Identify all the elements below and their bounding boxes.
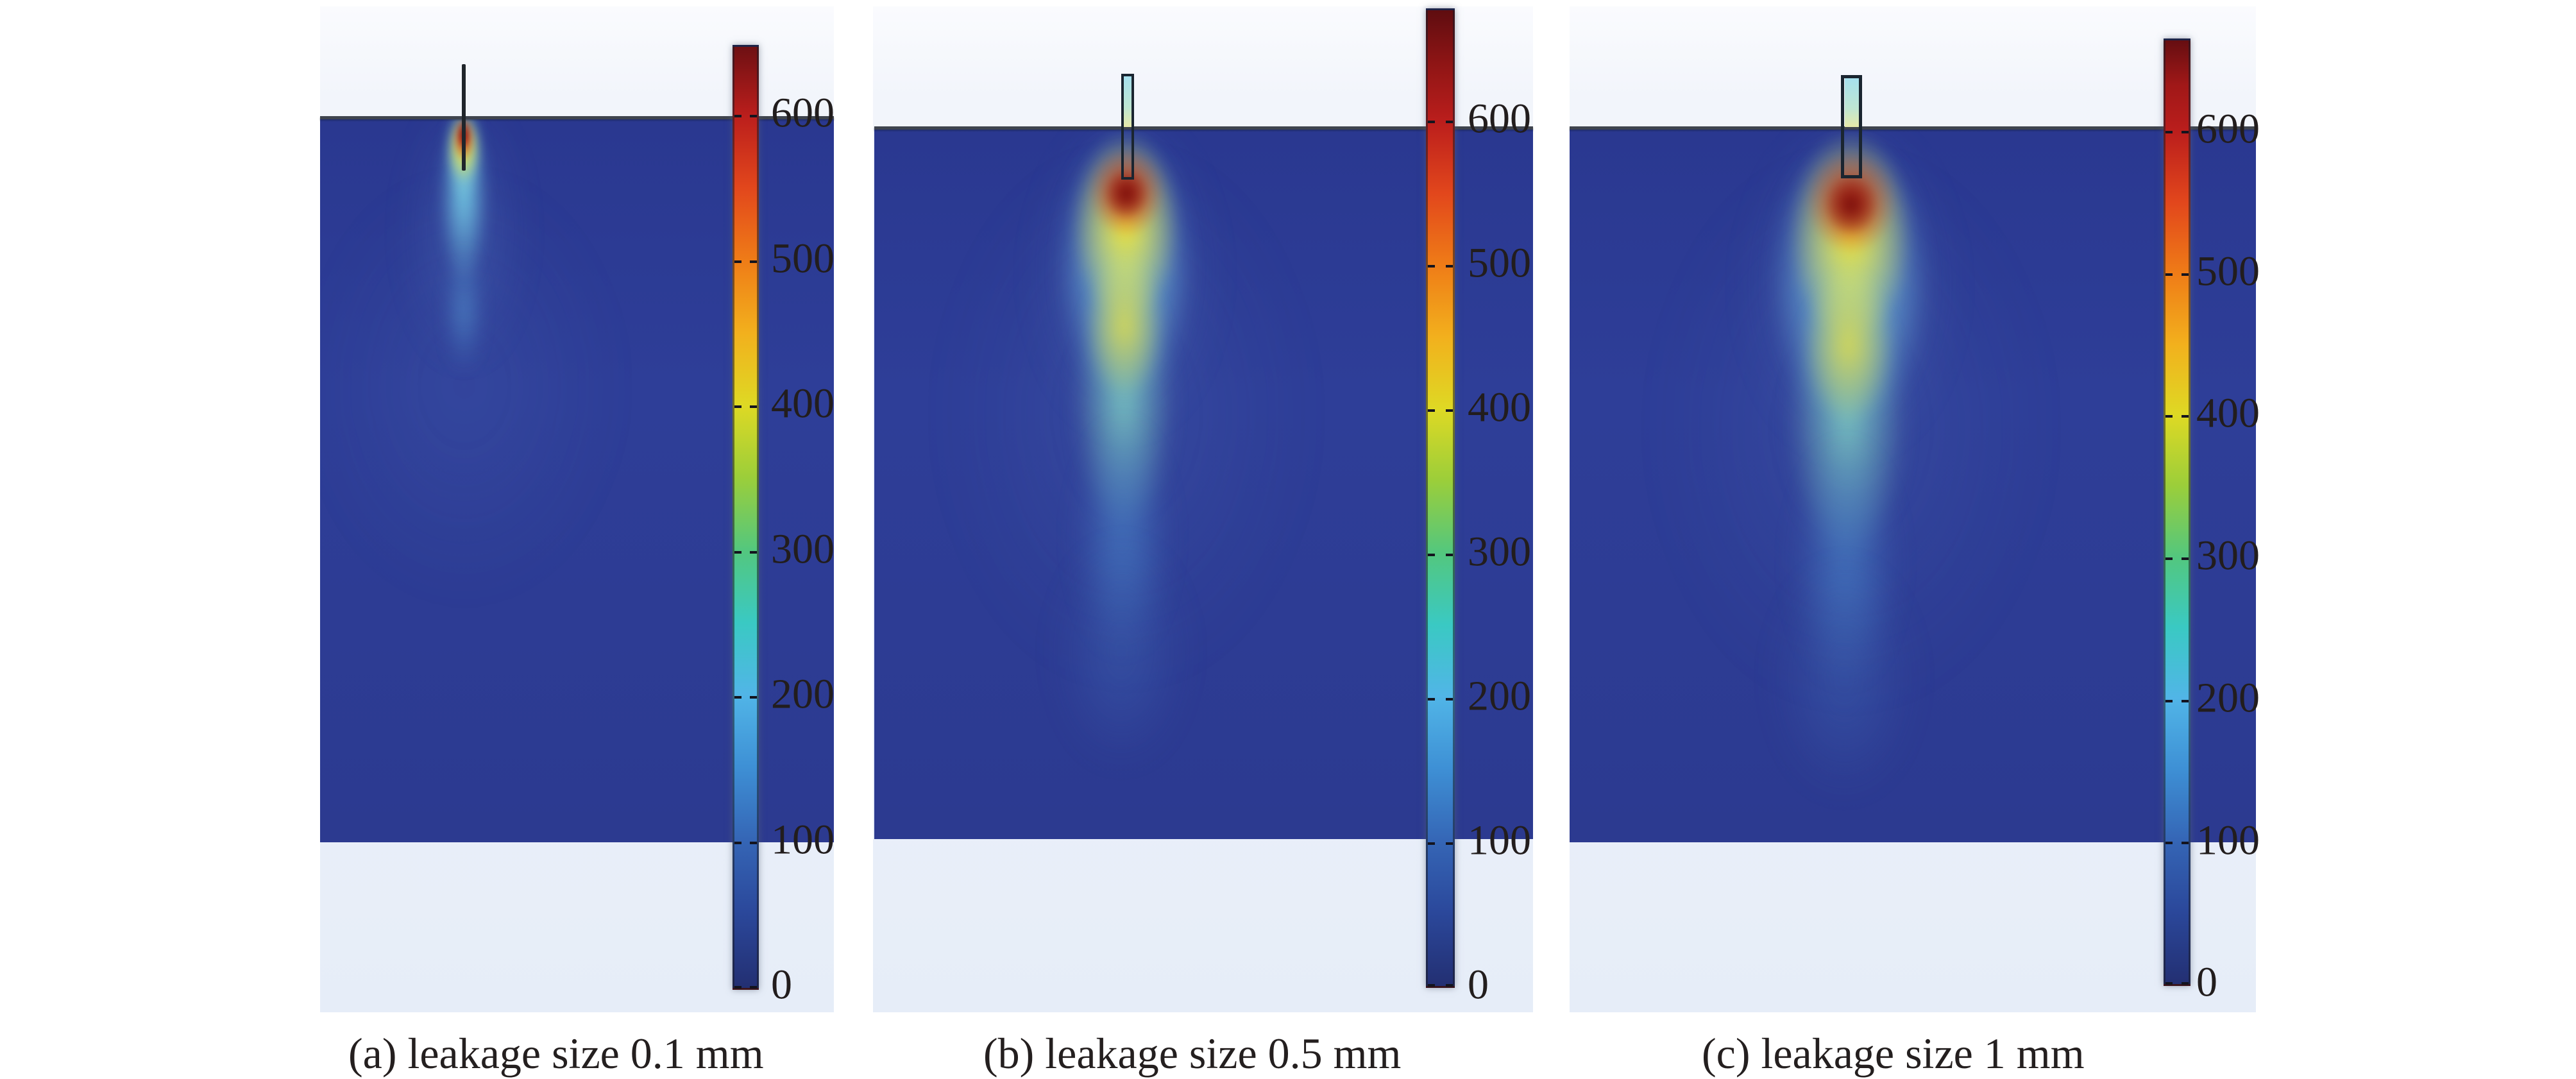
panel-a-colorbar-label-600: 600 (771, 89, 835, 137)
panel-a-colorbar-tick-500 (734, 260, 757, 263)
panel-a-colorbar-label-0: 0 (771, 961, 792, 1008)
panel-c-leak-pipe-fill (1845, 78, 1859, 127)
panel-b-plume-dark-core (1089, 153, 1164, 235)
panel-c-ground-surface-line (1570, 126, 2256, 130)
panel-c-caption: (c) leakage size 1 mm (1702, 1029, 2085, 1078)
panel-b-colorbar-tick-100 (1428, 842, 1453, 845)
panel-a-colorbar-label-400: 400 (771, 380, 835, 427)
panel-c-colorbar-tick-0 (2165, 982, 2189, 985)
panel-c-colorbar-label-200: 200 (2196, 674, 2260, 722)
panel-c-leak-pipe-outline (1841, 75, 1862, 178)
panel-c-colorbar-label-0: 0 (2196, 958, 2217, 1006)
panel-b-plume-fade-tail (1038, 505, 1205, 800)
panel-b-colorbar-label-400: 400 (1468, 384, 1531, 431)
panel-c-plume-fade-tail (1754, 524, 1934, 832)
panel-c-colorbar-tick-200 (2165, 700, 2189, 702)
panel-c-colorbar-label-300: 300 (2196, 532, 2260, 579)
panel-a-caption: (a) leakage size 0.1 mm (348, 1029, 764, 1078)
panel-b-colorbar-label-200: 200 (1468, 672, 1531, 720)
panel-b-colorbar-label-500: 500 (1468, 239, 1531, 287)
panel-a-ground-surface-line (320, 116, 834, 119)
panel-a-colorbar-tick-200 (734, 696, 757, 699)
panel-c-colorbar-tick-300 (2165, 557, 2189, 560)
panel-a-leak-needle (462, 64, 466, 171)
panel-b-plume-cyan-tail (1058, 377, 1187, 697)
panel-b-colorbar-tick-400 (1428, 409, 1453, 412)
panel-a-colorbar-tick-0 (734, 986, 757, 989)
panel-b-soil-domain (874, 126, 1533, 839)
panel-a-colorbar (733, 45, 759, 990)
panel-c-colorbar-label-400: 400 (2196, 389, 2260, 437)
panel-b-colorbar (1426, 8, 1455, 988)
panel-c-colorbar-tick-600 (2165, 131, 2189, 133)
panel-b-colorbar-label-300: 300 (1468, 528, 1531, 575)
panel-a-colorbar-label-200: 200 (771, 670, 835, 718)
panel-c-colorbar-label-500: 500 (2196, 248, 2260, 295)
panel-a-colorbar-tick-100 (734, 842, 757, 844)
panel-a-colorbar-label-300: 300 (771, 525, 835, 573)
panel-b-colorbar-tick-0 (1428, 984, 1453, 987)
panel-c-plume-dark-core (1806, 155, 1896, 255)
panel-c-colorbar-tick-400 (2165, 415, 2189, 418)
panel-c-colorbar-label-100: 100 (2196, 817, 2260, 864)
panel-c-soil-domain (1570, 126, 2256, 842)
panel-b-leak-pipe-outline (1121, 74, 1134, 180)
panel-a-plume-tail (441, 219, 487, 398)
panel-c-colorbar-tick-500 (2165, 273, 2189, 276)
panel-b-colorbar-label-100: 100 (1468, 817, 1531, 864)
panel-b-colorbar-tick-600 (1428, 121, 1453, 123)
panel-c-colorbar-tick-100 (2165, 842, 2189, 844)
panel-b-ground-surface-line (874, 126, 1533, 130)
panel-b-caption: (b) leakage size 0.5 mm (983, 1029, 1402, 1078)
panel-c-colorbar (2164, 38, 2190, 986)
panel-b-colorbar-tick-200 (1428, 698, 1453, 701)
panel-b-colorbar-label-0: 0 (1468, 961, 1489, 1008)
panel-a-colorbar-label-100: 100 (771, 816, 835, 863)
panel-a-colorbar-label-500: 500 (771, 235, 835, 282)
panel-a-colorbar-tick-400 (734, 405, 757, 408)
panel-b-leak-pipe-fill (1124, 76, 1132, 127)
panel-a-colorbar-tick-600 (734, 115, 757, 117)
panel-c-colorbar-label-600: 600 (2196, 105, 2260, 153)
panel-b-colorbar-tick-300 (1428, 554, 1453, 556)
panel-a-colorbar-tick-300 (734, 551, 757, 554)
panel-b-colorbar-label-600: 600 (1468, 95, 1531, 142)
panel-b-colorbar-tick-500 (1428, 265, 1453, 268)
